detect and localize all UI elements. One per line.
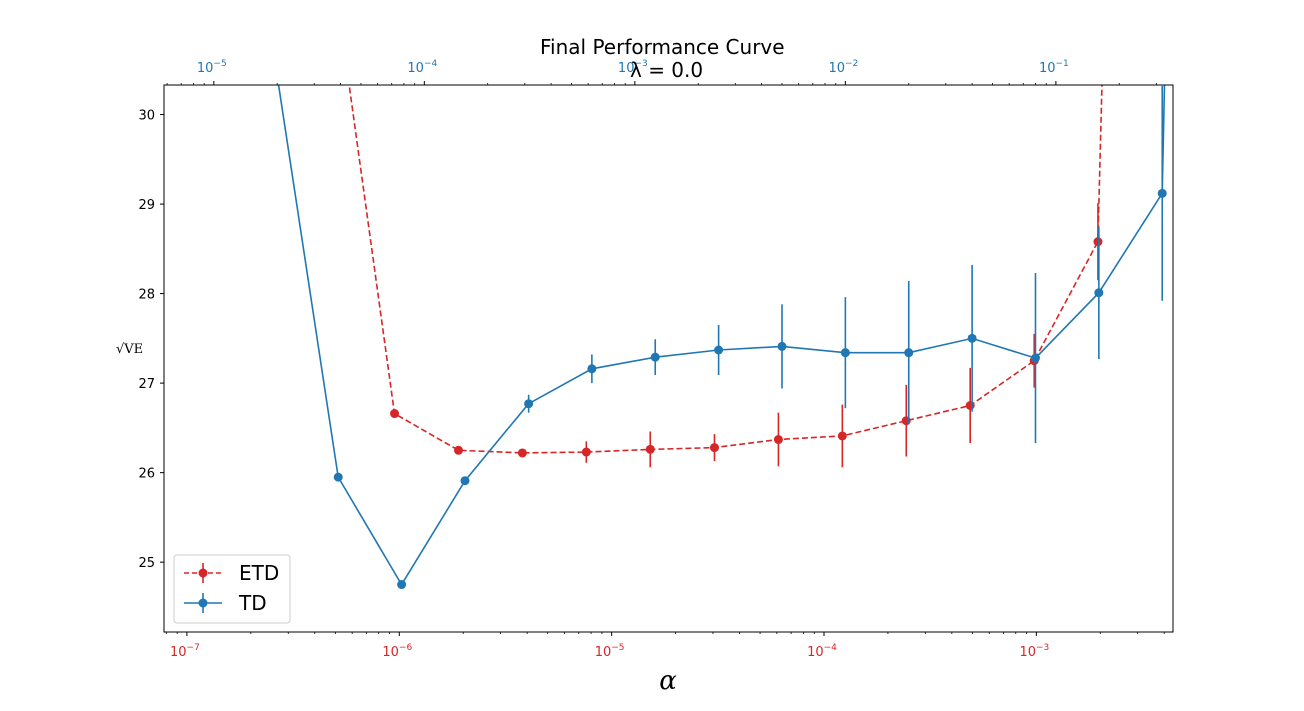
series-td-point [1094,288,1104,298]
series-td-point [904,348,914,358]
legend: ETD TD [173,554,291,624]
y-tick-label: 26 [138,467,155,482]
series-td-point [333,472,343,482]
series-etd-point [581,447,591,457]
series-td-point [1161,56,1170,65]
plot-frame [163,84,1174,633]
y-tick-label: 30 [138,109,155,124]
legend-etd-label: ETD [239,561,279,585]
series-td-point [397,580,407,590]
x-bottom-tick-label: 10−3 [1019,643,1049,660]
series-td-line [277,85,1166,587]
series-td [270,56,1170,590]
series-td-point [270,56,279,65]
axes: 25 26 27 28 29 30 10−7 10−6 10−5 10−4 10−3 10−5 10−4… [138,59,1165,660]
series-td-point [1157,188,1167,198]
series-etd-point [1093,237,1103,247]
x-bottom-tick-label: 10−7 [170,643,200,660]
x-bottom-tick-label: 10−4 [807,643,837,660]
series-etd-point [837,431,847,441]
x-bottom-tick-label: 10−6 [382,643,412,660]
x-bottom-tick-label: 10−5 [595,643,625,660]
x-top-tick-label: 10−3 [618,59,648,76]
series-td-point [1030,353,1040,363]
series-etd-point [341,56,350,65]
legend-etd-marker [198,568,208,578]
series-td-point [524,399,534,409]
chart-title: Final Performance Curve [540,35,785,59]
series-etd-point [1098,56,1107,65]
legend-td-label: TD [238,591,267,615]
series-td-point [777,341,787,351]
y-tick-label: 29 [138,198,155,213]
series-td-point [967,333,977,343]
series-etd-point [453,445,463,455]
series-etd-point [390,409,400,419]
chart-subtitle: λ = 0.0 [630,58,704,82]
series-td-point [460,476,470,486]
y-tick-label: 28 [138,288,155,303]
y-tick-label: 27 [138,377,155,392]
series-td-point [587,364,597,374]
y-axis-label: √VE [116,342,143,357]
x-axis-label: α [659,666,677,696]
y-tick-label: 25 [138,556,155,571]
series-etd-point [517,448,527,458]
series-etd-point [965,401,975,411]
series-etd-point [645,444,655,454]
series-td-point [840,348,850,358]
series-etd [341,56,1107,468]
x-top-tick-label: 10−1 [1039,59,1069,76]
series-td-point [714,345,724,355]
x-top-tick-label: 10−4 [407,59,437,76]
x-top-tick-label: 10−2 [828,59,858,76]
legend-td-marker [198,598,208,608]
x-top-tick-label: 10−5 [197,59,227,76]
series-etd-point [709,443,719,453]
series-td-point [650,352,660,362]
series-etd-line [348,85,1103,454]
series-etd-point [773,435,783,445]
